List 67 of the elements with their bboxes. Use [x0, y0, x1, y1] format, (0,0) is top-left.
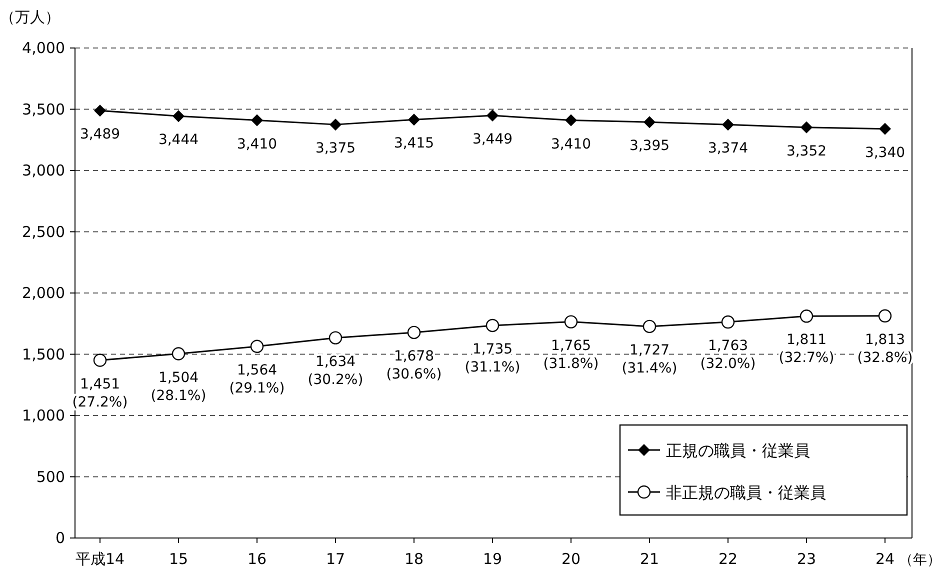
data-label: 3,410 [236, 136, 278, 152]
data-label: 3,352 [786, 143, 827, 160]
data-label: 3,415 [394, 136, 434, 152]
point [878, 309, 892, 323]
x-tick-label: 21 [640, 550, 660, 568]
data-label: 1,811 (32.7%) [778, 332, 834, 366]
data-label: 3,340 [864, 144, 906, 161]
data-label: 3,410 [550, 136, 592, 152]
y-tick-label: 2,000 [22, 284, 65, 302]
y-tick-label: 1,000 [22, 406, 65, 424]
y-tick-label: 3,500 [22, 100, 65, 118]
data-label: 1,727 (31.4%) [622, 342, 678, 376]
y-tick-label: 2,500 [22, 222, 65, 241]
point [407, 326, 421, 340]
data-label: 3,375 [315, 140, 356, 157]
x-axis-title: （年） [899, 552, 941, 568]
y-tick-label: 3,000 [22, 162, 65, 180]
data-label: 1,765 (31.8%) [543, 338, 599, 372]
data-label: 3,489 [80, 126, 120, 143]
point [250, 340, 264, 354]
point [722, 118, 734, 131]
point [644, 116, 656, 128]
point [800, 121, 812, 134]
x-tick-label: 22 [718, 550, 738, 568]
point [172, 347, 186, 360]
point [642, 320, 656, 334]
x-tick-label: 16 [247, 550, 267, 568]
legend-label: 非正規の職員・従業員 [666, 483, 826, 502]
x-tick-label: 24 [875, 550, 895, 568]
point [879, 122, 891, 135]
point [721, 315, 735, 329]
point [486, 318, 500, 332]
x-tick-label: 19 [482, 550, 502, 568]
data-label: 1,564 (29.1%) [229, 362, 285, 396]
data-label: 3,444 [158, 132, 199, 148]
x-tick-label: 15 [168, 550, 188, 568]
point [408, 114, 420, 126]
data-label: 1,813 (32.8%) [857, 332, 913, 366]
x-tick-label: 平成14 [75, 550, 125, 568]
data-label: 3,449 [472, 131, 513, 148]
x-tick-label: 18 [404, 550, 424, 568]
y-tick-label: 1,500 [22, 345, 65, 364]
data-label: 3,395 [629, 138, 670, 154]
point [251, 114, 263, 126]
data-label: 1,735 (31.1%) [464, 341, 520, 376]
y-axis-title: （万人） [0, 8, 60, 26]
point [328, 331, 342, 344]
point [486, 109, 498, 122]
x-tick-label: 20 [561, 550, 581, 568]
data-label: 1,678 (30.6%) [386, 348, 442, 382]
legend-label: 正規の職員・従業員 [666, 441, 810, 460]
data-label: 1,504 (28.1%) [150, 370, 206, 404]
data-label: 1,634 (30.2%) [308, 354, 364, 388]
point [94, 104, 106, 117]
y-tick-label: 500 [36, 468, 65, 486]
point [172, 110, 184, 122]
y-tick-label: 0 [55, 529, 65, 547]
data-label: 1,763 (32.0%) [700, 338, 756, 372]
point [93, 354, 107, 367]
point [800, 310, 814, 323]
y-tick-label: 4,000 [22, 39, 65, 57]
point [564, 315, 578, 328]
x-tick-label: 17 [326, 550, 346, 568]
x-tick-label: 23 [796, 550, 816, 568]
data-label: 3,374 [708, 140, 748, 157]
point [330, 118, 342, 131]
point [565, 114, 577, 126]
